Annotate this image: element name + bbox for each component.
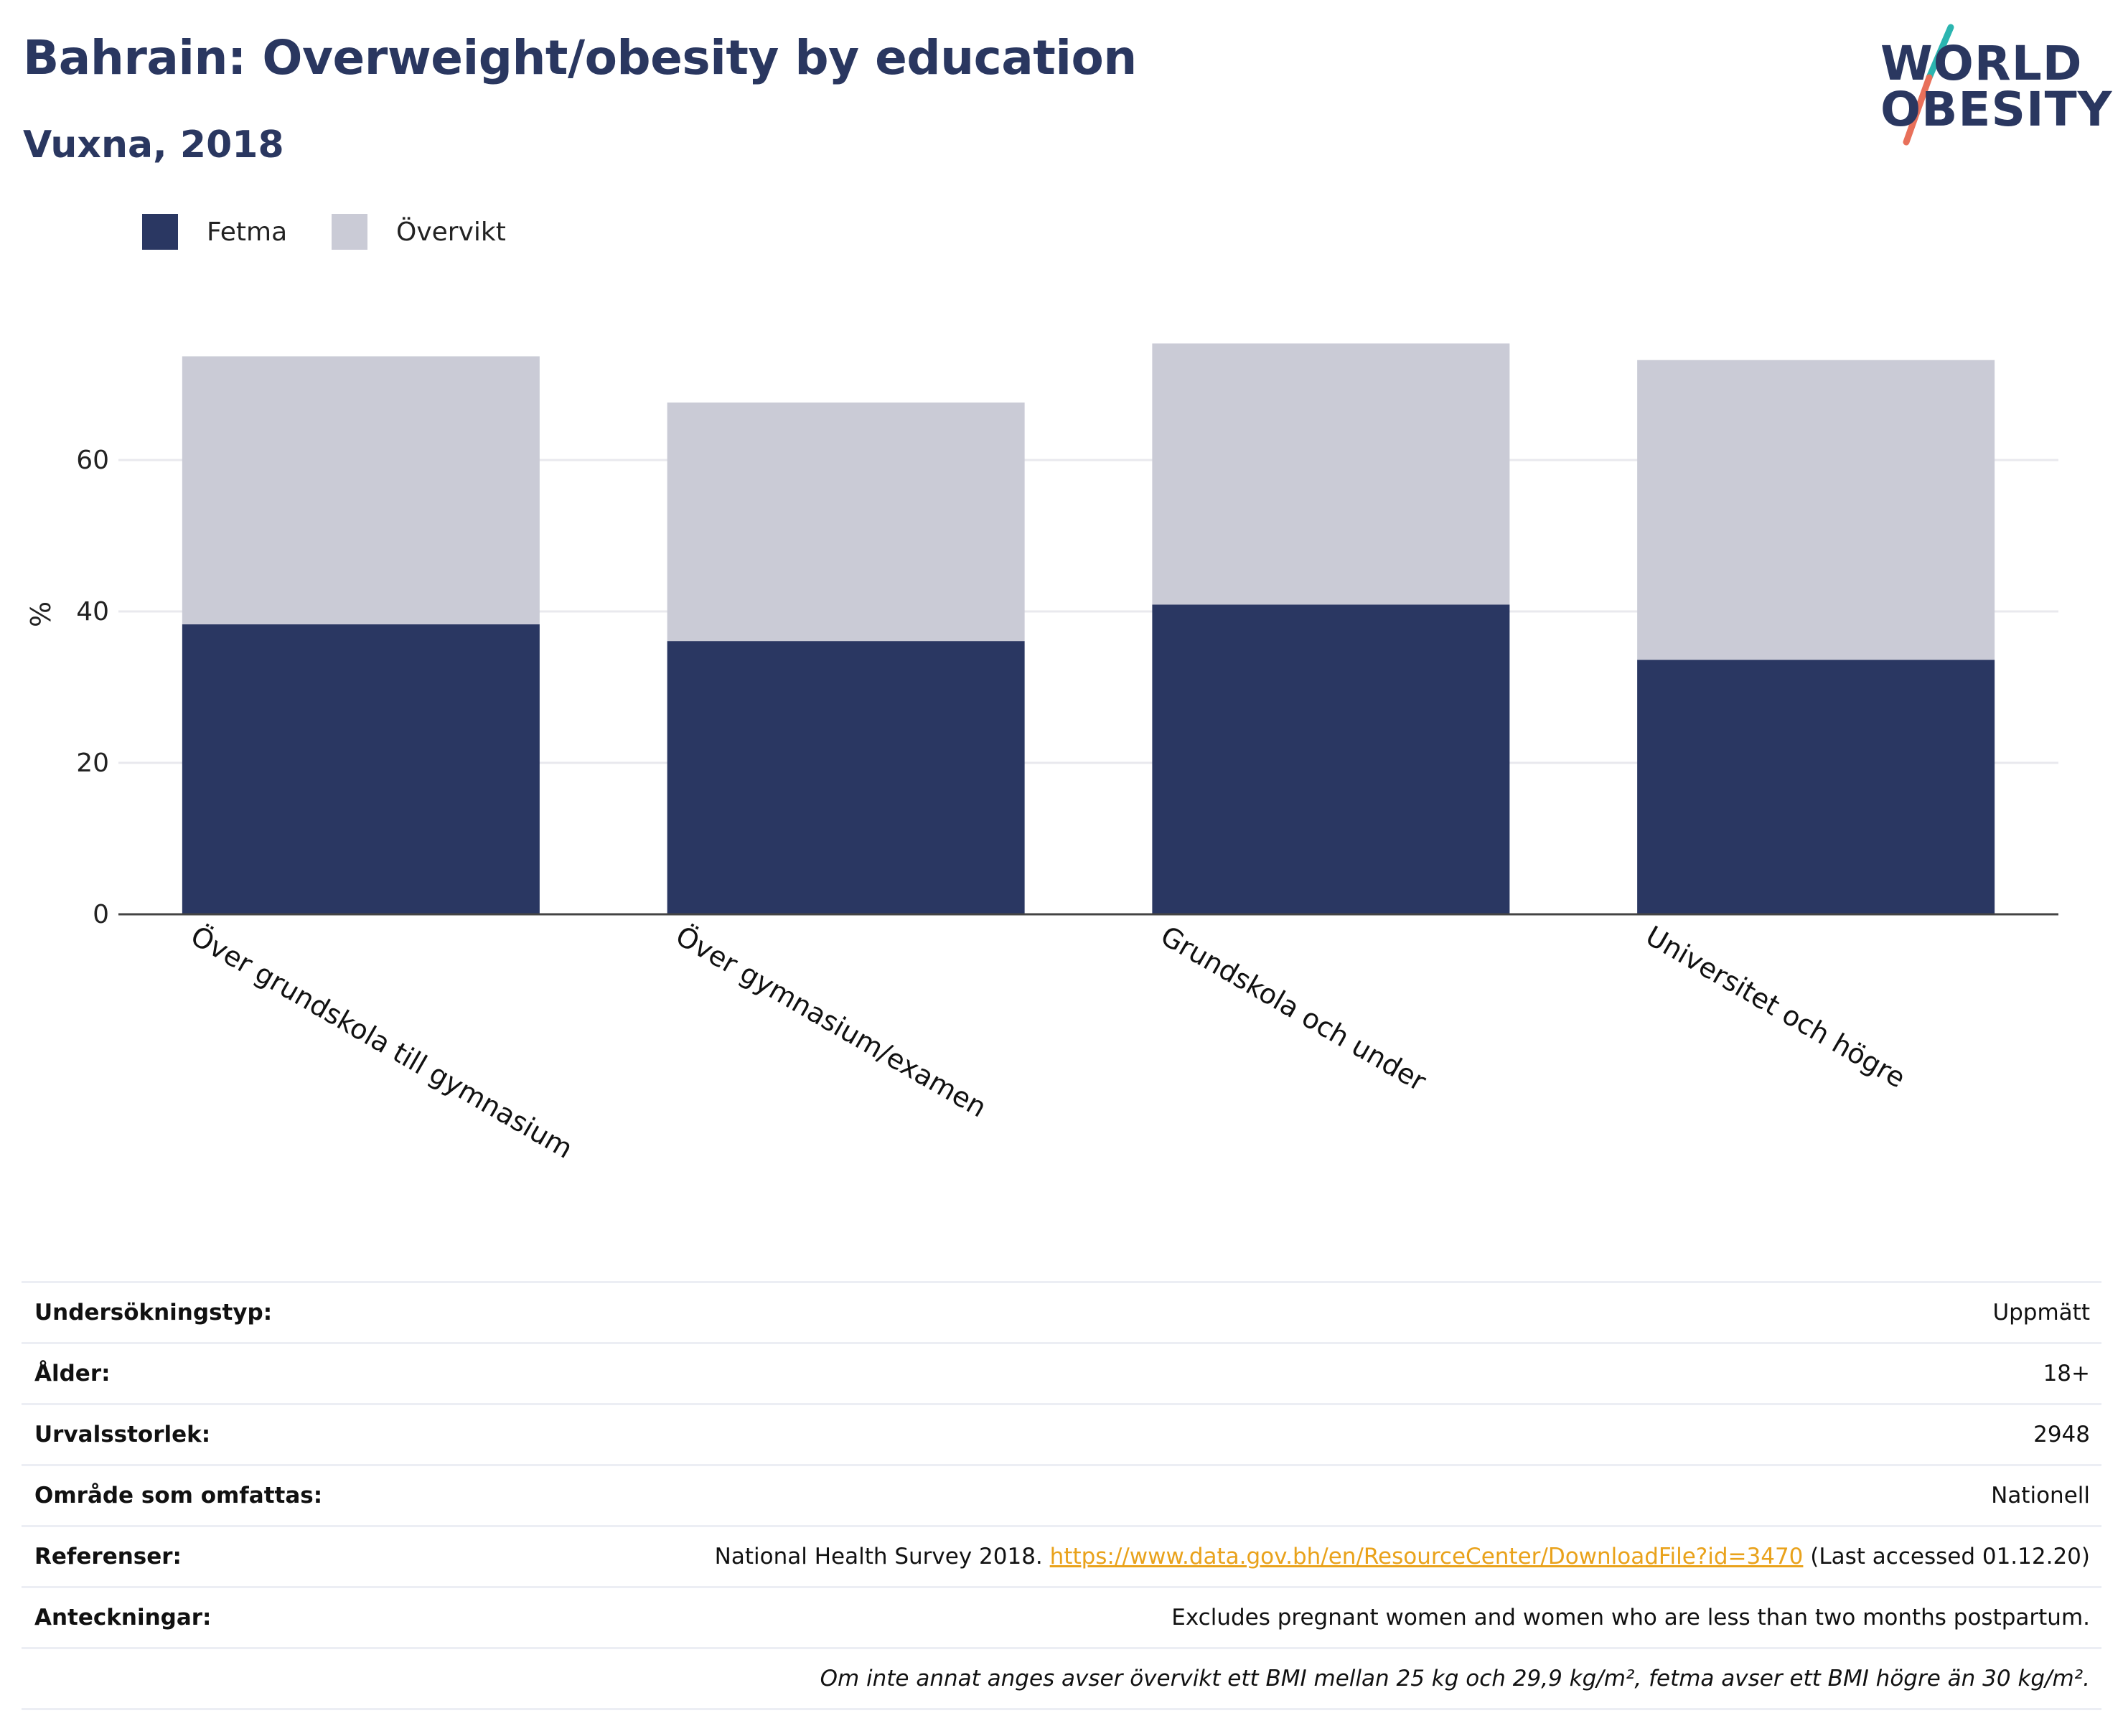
logo-text-obesity: OBESITY — [1880, 82, 2113, 137]
reference-suffix: (Last accessed 01.12.20) — [1803, 1544, 2090, 1570]
legend-item-fetma[interactable]: Fetma — [142, 214, 287, 250]
x-tick-label: Grundskola och under — [1156, 920, 1432, 1098]
reference-prefix: National Health Survey 2018. — [714, 1544, 1050, 1570]
x-tick-label: Över gymnasium/examen — [670, 920, 992, 1124]
meta-row-footnote: Om inte annat anges avser övervikt ett B… — [22, 1647, 2101, 1710]
meta-row-notes: Anteckningar: Excludes pregnant women an… — [22, 1586, 2101, 1647]
reference-link[interactable]: https://www.data.gov.bh/en/ResourceCente… — [1049, 1544, 1804, 1570]
meta-row-sample-size: Urvalsstorlek: 2948 — [22, 1403, 2101, 1464]
meta-row-survey-type: Undersökningstyp: Uppmätt — [22, 1281, 2101, 1342]
meta-value: Uppmätt — [1992, 1300, 2090, 1326]
bar-overvikt — [1637, 360, 1995, 660]
bar-fetma — [1152, 604, 1510, 914]
meta-row-age: Ålder: 18+ — [22, 1342, 2101, 1403]
y-tick-label: 20 — [76, 749, 109, 778]
chart-subtitle: Vuxna, 2018 — [23, 123, 284, 166]
meta-value: Excludes pregnant women and women who ar… — [1171, 1605, 2090, 1631]
bar-overvikt — [1152, 343, 1510, 605]
chart-title: Bahrain: Overweight/obesity by education — [23, 30, 1137, 85]
metadata-table: Undersökningstyp: Uppmätt Ålder: 18+ Urv… — [22, 1281, 2101, 1710]
meta-label: Referenser: — [34, 1544, 182, 1570]
bar-chart: 0 20 40 60% Över grundskola till gymnasium Öv… — [25, 343, 2058, 1165]
bar-overvikt — [667, 402, 1025, 642]
meta-value: 2948 — [2033, 1422, 2090, 1448]
world-obesity-logo[interactable]: WORLD OBESITY — [1866, 22, 2113, 151]
bar-fetma — [182, 624, 540, 914]
meta-value: National Health Survey 2018. https://www… — [715, 1544, 2101, 1570]
legend-swatch-fetma — [142, 214, 178, 250]
legend-item-overvikt[interactable]: Övervikt — [332, 214, 506, 250]
y-tick-label: 60 — [76, 446, 109, 475]
logo-slash-icon — [1903, 24, 1954, 146]
meta-label: Ålder: — [34, 1361, 111, 1387]
bar-overvikt — [182, 356, 540, 624]
meta-label: Anteckningar: — [34, 1605, 212, 1631]
meta-row-area: Område som omfattas: Nationell — [22, 1464, 2101, 1525]
bmi-footnote: Om inte annat anges avser övervikt ett B… — [820, 1666, 2090, 1692]
meta-label: Undersökningstyp: — [34, 1300, 273, 1326]
legend-label-fetma: Fetma — [207, 217, 288, 247]
logo-text-world: WORLD — [1880, 36, 2083, 91]
x-tick-label: Universitet och högre — [1641, 920, 1911, 1094]
y-axis-label: % — [25, 601, 57, 627]
legend-label-overvikt: Övervikt — [396, 217, 506, 247]
meta-label: Område som omfattas: — [34, 1483, 323, 1509]
bar-fetma — [667, 641, 1025, 914]
y-tick-label: 0 — [93, 900, 109, 929]
x-tick-label: Över grundskola till gymnasium — [185, 920, 578, 1165]
legend-swatch-overvikt — [332, 214, 367, 250]
meta-row-references: Referenser: National Health Survey 2018.… — [22, 1525, 2101, 1586]
meta-label: Urvalsstorlek: — [34, 1422, 211, 1448]
meta-value: Nationell — [1991, 1483, 2090, 1509]
bar-fetma — [1637, 660, 1995, 914]
y-tick-label: 40 — [76, 597, 109, 627]
meta-value: 18+ — [2043, 1361, 2090, 1387]
